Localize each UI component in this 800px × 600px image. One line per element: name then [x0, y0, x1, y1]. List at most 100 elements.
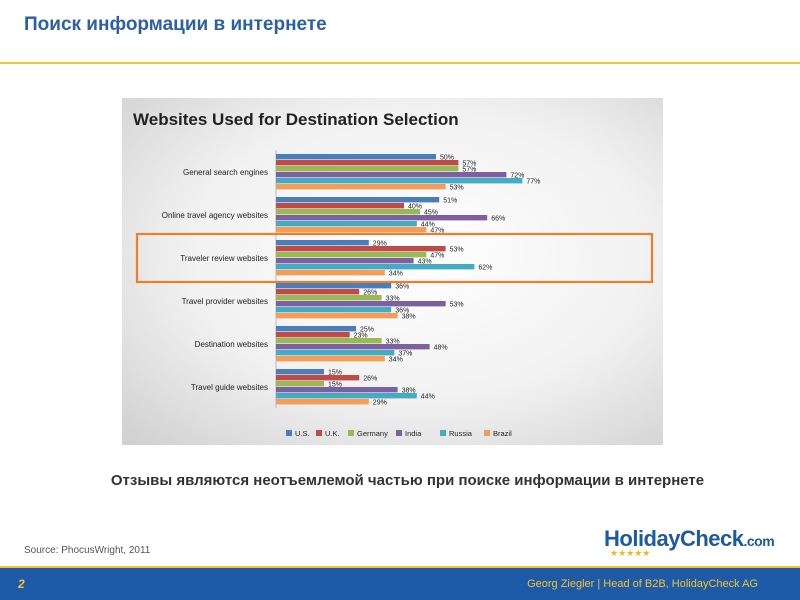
bar-value-label: 29%	[373, 400, 387, 407]
bar	[276, 295, 382, 301]
bar	[276, 270, 385, 276]
bar-value-label: 44%	[421, 222, 435, 229]
footer-bar: 2 Georg Ziegler | Head of B2B, HolidayCh…	[0, 566, 800, 600]
bar	[276, 338, 382, 344]
bar	[276, 387, 398, 393]
logo-wordmark: HolidayCheck.com	[604, 526, 775, 552]
bar	[276, 289, 360, 295]
bar-value-label: 29%	[373, 241, 387, 248]
holidaycheck-logo: HolidayCheck.com ★★★★★	[604, 526, 775, 560]
bar-value-label: 57%	[462, 167, 476, 174]
bar	[276, 264, 475, 270]
category-label: Travel provider websites	[182, 297, 268, 306]
bar	[276, 356, 385, 362]
bar-value-label: 45%	[424, 210, 438, 217]
bar-value-label: 34%	[389, 271, 403, 278]
bar-value-label: 37%	[398, 351, 412, 358]
highlight-frame	[135, 232, 654, 284]
legend-swatch	[286, 430, 292, 436]
chart-image: Websites Used for Destination Selection G…	[122, 98, 663, 445]
bar	[276, 307, 392, 313]
legend-label: Germany	[357, 429, 388, 438]
bar	[276, 227, 427, 233]
bar-value-label: 38%	[402, 388, 416, 395]
legend-swatch	[484, 430, 490, 436]
footer-credit: Georg Ziegler | Head of B2B, HolidayChec…	[527, 578, 758, 590]
category-label: Online travel agency websites	[162, 211, 268, 220]
bar-value-label: 53%	[450, 302, 464, 309]
bar	[276, 246, 446, 252]
bar	[276, 313, 398, 319]
bar-value-label: 33%	[386, 339, 400, 346]
category-label: Travel guide websites	[191, 383, 268, 392]
bar	[276, 160, 459, 166]
bar	[276, 344, 430, 350]
bar-value-label: 57%	[462, 161, 476, 168]
bar	[276, 221, 417, 227]
source-note: Source: PhocusWright, 2011	[24, 545, 151, 556]
category-label: Traveler review websites	[180, 254, 268, 263]
category-label: Destination websites	[195, 340, 268, 349]
bar-value-label: 53%	[450, 247, 464, 254]
legend-label: U.K.	[325, 429, 340, 438]
legend-swatch	[348, 430, 354, 436]
logo-word: HolidayCheck	[604, 526, 744, 551]
bar-value-label: 36%	[395, 308, 409, 315]
bar-value-label: 40%	[408, 204, 422, 211]
bar-value-label: 43%	[418, 259, 432, 266]
bar	[276, 301, 446, 307]
slide-caption: Отзывы являются неотъемлемой частью при …	[110, 472, 705, 489]
legend-label: U.S.	[295, 429, 310, 438]
bar	[276, 375, 360, 381]
logo-suffix: .com	[743, 533, 775, 549]
bar-value-label: 72%	[510, 173, 524, 180]
bar	[276, 154, 436, 160]
legend-swatch	[440, 430, 446, 436]
bar	[276, 209, 420, 215]
bar-value-label: 66%	[491, 216, 505, 223]
bar-value-label: 25%	[360, 327, 374, 334]
bar	[276, 258, 414, 264]
bar	[276, 326, 356, 332]
bar	[276, 381, 324, 387]
bar-value-label: 33%	[386, 296, 400, 303]
bar-value-label: 53%	[450, 185, 464, 192]
page-number: 2	[18, 577, 25, 591]
bar	[276, 252, 427, 258]
logo-stars: ★★★★★	[610, 548, 651, 558]
bar	[276, 393, 417, 399]
title-divider	[0, 62, 800, 64]
legend-label: India	[405, 429, 422, 438]
bar-value-label: 47%	[430, 228, 444, 235]
bar	[276, 350, 395, 356]
bar-value-label: 34%	[389, 357, 403, 364]
bar-value-label: 15%	[328, 382, 342, 389]
legend-swatch	[316, 430, 322, 436]
bar	[276, 332, 350, 338]
bar	[276, 399, 369, 405]
bar	[276, 197, 440, 203]
bar-value-label: 62%	[478, 265, 492, 272]
legend-swatch	[396, 430, 402, 436]
bar-value-label: 26%	[363, 376, 377, 383]
bar	[276, 240, 369, 246]
bar-value-label: 15%	[328, 370, 342, 377]
bar-value-label: 48%	[434, 345, 448, 352]
category-label: General search engines	[183, 168, 268, 177]
bar-value-label: 50%	[440, 155, 454, 162]
bar	[276, 369, 324, 375]
bar-value-label: 38%	[402, 314, 416, 321]
legend-label: Russia	[449, 429, 473, 438]
bar-value-label: 44%	[421, 394, 435, 401]
bar	[276, 166, 459, 172]
bar	[276, 203, 404, 209]
bar	[276, 178, 523, 184]
bar	[276, 215, 488, 221]
chart-title: Websites Used for Destination Selection	[133, 110, 459, 129]
bar-value-label: 36%	[395, 284, 409, 291]
bar-value-label: 26%	[363, 290, 377, 297]
legend-label: Brazil	[493, 429, 512, 438]
bar-value-label: 23%	[354, 333, 368, 340]
bar-value-label: 77%	[526, 179, 540, 186]
bar	[276, 283, 392, 289]
